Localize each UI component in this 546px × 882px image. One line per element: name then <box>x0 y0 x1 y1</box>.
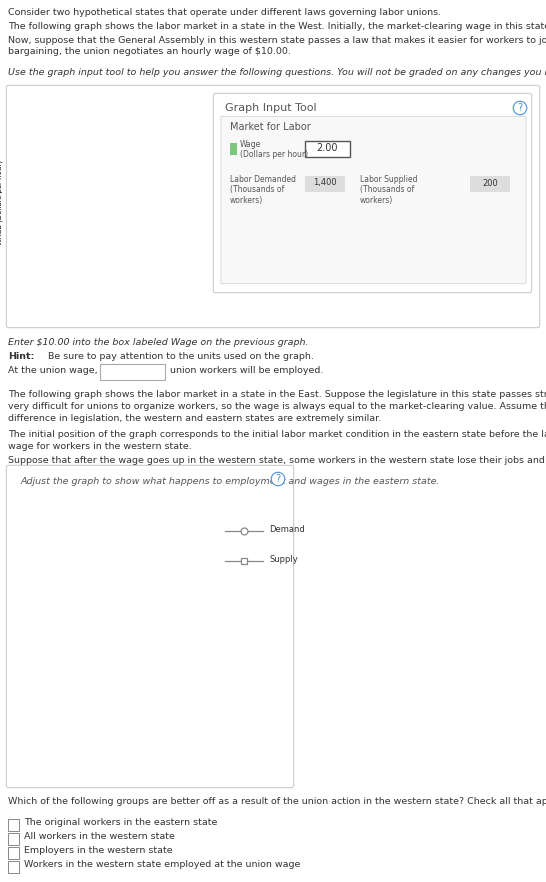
Text: Demand: Demand <box>117 680 153 689</box>
Text: bargaining, the union negotiates an hourly wage of $10.00.: bargaining, the union negotiates an hour… <box>8 47 291 56</box>
Text: The following graph shows the labor market in a state in the West. Initially, th: The following graph shows the labor mark… <box>8 22 546 31</box>
Y-axis label: WAGE: WAGE <box>13 617 22 643</box>
X-axis label: LABOR: LABOR <box>103 764 132 774</box>
Text: wage for workers in the western state.: wage for workers in the western state. <box>8 442 192 451</box>
Text: ?: ? <box>275 474 281 484</box>
Text: 2.00: 2.00 <box>316 143 338 153</box>
Text: Graph Input Tool: Graph Input Tool <box>225 103 317 113</box>
Text: Which of the following groups are better off as a result of the union action in : Which of the following groups are better… <box>8 797 546 806</box>
Text: ?: ? <box>518 103 523 113</box>
Text: Supply: Supply <box>269 555 298 564</box>
Text: Market for Labor: Market for Labor <box>230 122 311 132</box>
Text: Be sure to pay attention to the units used on the graph.: Be sure to pay attention to the units us… <box>42 352 314 361</box>
Text: Use the graph input tool to help you answer the following questions. You will no: Use the graph input tool to help you ans… <box>8 68 546 77</box>
Text: All workers in the western state: All workers in the western state <box>24 832 175 841</box>
Text: Demand: Demand <box>123 250 156 258</box>
Text: The initial position of the graph corresponds to the initial labor market condit: The initial position of the graph corres… <box>8 430 546 439</box>
Text: Enter $10.00 into the box labeled Wage on the previous graph.: Enter $10.00 into the box labeled Wage o… <box>8 338 308 347</box>
Text: Labor Demanded
(Thousands of
workers): Labor Demanded (Thousands of workers) <box>230 175 296 205</box>
Text: 200: 200 <box>482 178 498 188</box>
Text: Labor Supplied
(Thousands of
workers): Labor Supplied (Thousands of workers) <box>360 175 418 205</box>
Text: Employers in the western state: Employers in the western state <box>24 846 173 855</box>
Text: Wage
(Dollars per hour): Wage (Dollars per hour) <box>240 140 308 160</box>
Text: Suppose that after the wage goes up in the western state, some workers in the we: Suppose that after the wage goes up in t… <box>8 456 546 465</box>
Text: The following graph shows the labor market in a state in the East. Suppose the l: The following graph shows the labor mark… <box>8 390 546 399</box>
Text: Adjust the graph to show what happens to employment and wages in the eastern sta: Adjust the graph to show what happens to… <box>20 477 440 486</box>
Text: Supply: Supply <box>130 558 159 567</box>
X-axis label: LABOR (Thousands of workers): LABOR (Thousands of workers) <box>57 317 165 324</box>
Text: Consider two hypothetical states that operate under different laws governing lab: Consider two hypothetical states that op… <box>8 8 441 17</box>
Text: union workers will be employed.: union workers will be employed. <box>170 366 323 375</box>
Y-axis label: WAGE (Dollars per hour): WAGE (Dollars per hour) <box>0 160 3 245</box>
Text: At the union wage,: At the union wage, <box>8 366 98 375</box>
Text: Now, suppose that the General Assembly in this western state passes a law that m: Now, suppose that the General Assembly i… <box>8 36 546 45</box>
Text: Hint:: Hint: <box>8 352 34 361</box>
Text: The original workers in the eastern state: The original workers in the eastern stat… <box>24 818 217 827</box>
Text: Supply: Supply <box>47 129 73 138</box>
Text: difference in legislation, the western and eastern states are extremely similar.: difference in legislation, the western a… <box>8 414 381 423</box>
Text: Workers in the western state employed at the union wage: Workers in the western state employed at… <box>24 860 300 869</box>
Text: 1,400: 1,400 <box>313 178 337 188</box>
Text: Demand: Demand <box>269 525 305 534</box>
Text: very difficult for unions to organize workers, so the wage is always equal to th: very difficult for unions to organize wo… <box>8 402 546 411</box>
